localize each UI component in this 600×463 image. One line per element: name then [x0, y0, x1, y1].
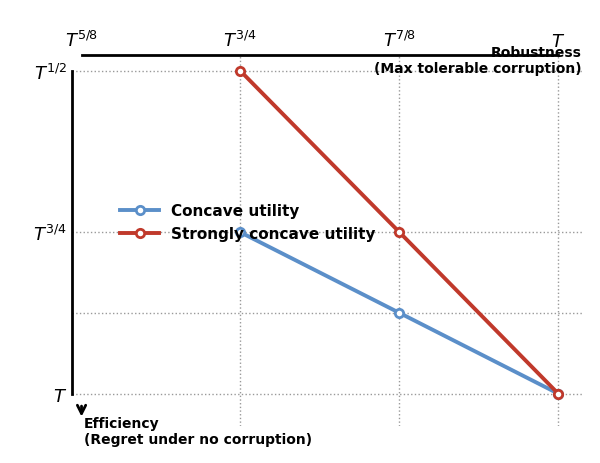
- Text: Efficiency
(Regret under no corruption): Efficiency (Regret under no corruption): [84, 416, 312, 446]
- Text: Robustness
(Max tolerable corruption): Robustness (Max tolerable corruption): [374, 46, 582, 76]
- Legend: Concave utility, Strongly concave utility: Concave utility, Strongly concave utilit…: [121, 204, 376, 242]
